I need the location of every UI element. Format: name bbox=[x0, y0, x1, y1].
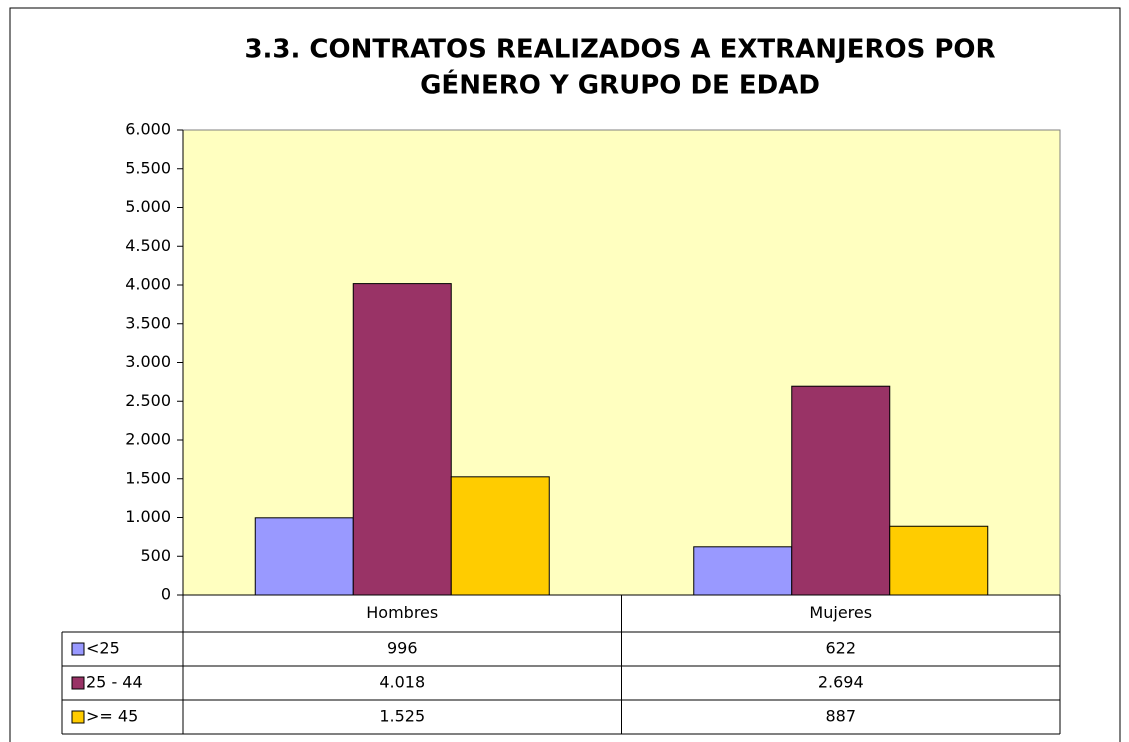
y-tick-label: 2.500 bbox=[125, 391, 171, 410]
y-tick-label: 5.000 bbox=[125, 197, 171, 216]
table-value: 996 bbox=[387, 639, 418, 658]
table-value: 622 bbox=[825, 639, 856, 658]
y-tick-label: 3.000 bbox=[125, 352, 171, 371]
legend-key bbox=[71, 676, 85, 690]
bar bbox=[791, 385, 891, 596]
legend-label: >= 45 bbox=[86, 707, 138, 726]
bar bbox=[889, 525, 989, 596]
chart-title: 3.3. CONTRATOS REALIZADOS A EXTRANJEROS … bbox=[244, 35, 995, 65]
bar bbox=[693, 546, 793, 596]
legend-label: 25 - 44 bbox=[86, 673, 143, 692]
y-tick-label: 3.500 bbox=[125, 313, 171, 332]
legend-key bbox=[71, 642, 85, 656]
bar bbox=[352, 283, 452, 596]
y-tick-label: 1.000 bbox=[125, 507, 171, 526]
y-tick-label: 4.000 bbox=[125, 275, 171, 294]
y-tick-label: 6.000 bbox=[125, 120, 171, 139]
bar bbox=[254, 517, 354, 596]
y-tick-label: 2.000 bbox=[125, 430, 171, 449]
y-tick-label: 5.500 bbox=[125, 158, 171, 177]
y-tick-label: 500 bbox=[140, 546, 171, 565]
y-tick-label: 0 bbox=[161, 585, 171, 604]
legend-label: <25 bbox=[86, 639, 120, 658]
x-tick-label: Mujeres bbox=[809, 603, 872, 622]
table-value: 2.694 bbox=[818, 673, 864, 692]
table-value: 1.525 bbox=[379, 707, 425, 726]
legend-key bbox=[71, 710, 85, 724]
x-tick-label: Hombres bbox=[366, 603, 438, 622]
table-value: 4.018 bbox=[379, 673, 425, 692]
chart-title: GÉNERO Y GRUPO DE EDAD bbox=[420, 69, 820, 101]
bar bbox=[450, 476, 550, 596]
y-tick-label: 1.500 bbox=[125, 468, 171, 487]
table-value: 887 bbox=[825, 707, 856, 726]
y-tick-label: 4.500 bbox=[125, 236, 171, 255]
